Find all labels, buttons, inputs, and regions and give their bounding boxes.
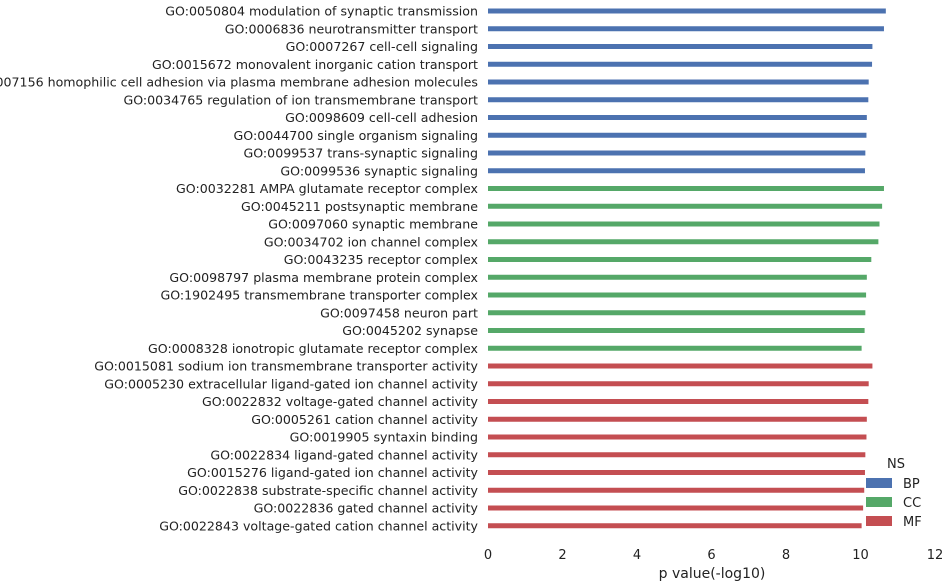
- category-label: GO:0005261 cation channel activity: [251, 412, 478, 427]
- category-label: GO:0007156 homophilic cell adhesion via …: [0, 75, 478, 90]
- x-tick-label: 0: [484, 548, 492, 563]
- legend-label-cc: CC: [903, 496, 921, 511]
- category-label: GO:0015081 sodium ion transmembrane tran…: [94, 359, 478, 374]
- x-tick-label: 2: [558, 548, 566, 563]
- x-axis-ticks: 0 2 4 6 8 10 12: [484, 548, 943, 563]
- bar-mf: [488, 399, 869, 404]
- x-tick-label: 4: [633, 548, 641, 563]
- bars-group: [488, 8, 886, 529]
- bar-mf: [488, 505, 864, 511]
- legend-swatch-bp: [866, 478, 892, 488]
- bar-cc: [488, 310, 866, 316]
- category-label: GO:0022838 substrate-specific channel ac…: [178, 483, 478, 498]
- category-labels: GO:0050804 modulation of synaptic transm…: [0, 4, 479, 534]
- category-label: GO:1902495 transmembrane transporter com…: [160, 288, 478, 303]
- category-label: GO:0034702 ion channel complex: [264, 234, 479, 249]
- x-axis-label: p value(-log10): [659, 566, 766, 582]
- bar-bp: [488, 8, 886, 14]
- category-label: GO:0097458 neuron part: [320, 305, 478, 320]
- x-tick-label: 12: [927, 548, 944, 563]
- x-tick-label: 10: [852, 548, 869, 563]
- bar-cc: [488, 203, 883, 209]
- bar-mf: [488, 452, 866, 458]
- bar-bp: [488, 132, 867, 138]
- category-label: GO:0007267 cell-cell signaling: [286, 39, 478, 54]
- bar-bp: [488, 44, 873, 49]
- category-label: GO:0098797 plasma membrane protein compl…: [169, 270, 478, 285]
- bar-mf: [488, 487, 865, 493]
- category-label: GO:0019905 syntaxin binding: [290, 430, 478, 445]
- category-label: GO:0032281 AMPA glutamate receptor compl…: [176, 181, 479, 196]
- category-label: GO:0045211 postsynaptic membrane: [241, 199, 478, 214]
- x-tick-label: 6: [707, 548, 715, 563]
- category-label: GO:0022834 ligand-gated channel activity: [210, 447, 478, 462]
- bar-bp: [488, 168, 865, 174]
- bar-bp: [488, 26, 884, 32]
- category-label: GO:0099536 synaptic signaling: [280, 163, 478, 178]
- category-label: GO:0005230 extracellular ligand-gated io…: [104, 376, 478, 391]
- category-label: GO:0050804 modulation of synaptic transm…: [165, 4, 478, 19]
- legend-label-bp: BP: [903, 477, 920, 492]
- legend-label-mf: MF: [903, 515, 922, 530]
- category-label: GO:0043235 receptor complex: [284, 252, 479, 267]
- bar-cc: [488, 257, 872, 262]
- category-label: GO:0022836 gated channel activity: [254, 501, 479, 516]
- bar-bp: [488, 150, 866, 156]
- bar-mf: [488, 470, 865, 475]
- bar-cc: [488, 274, 867, 280]
- bar-mf: [488, 434, 867, 440]
- bar-cc: [488, 186, 884, 191]
- bar-bp: [488, 115, 867, 120]
- bar-mf: [488, 381, 869, 387]
- bar-cc: [488, 328, 865, 333]
- category-label: GO:0034765 regulation of ion transmembra…: [123, 92, 478, 107]
- category-label: GO:0006836 neurotransmitter transport: [225, 21, 478, 36]
- category-label: GO:0022843 voltage-gated cation channel …: [159, 518, 478, 533]
- bar-mf: [488, 523, 862, 529]
- category-label: GO:0008328 ionotropic glutamate receptor…: [148, 341, 478, 356]
- x-tick-label: 8: [782, 548, 790, 563]
- legend: NS BP CC MF: [866, 457, 922, 530]
- category-label: GO:0044700 single organism signaling: [234, 128, 478, 143]
- legend-swatch-mf: [866, 516, 892, 526]
- legend-swatch-cc: [866, 497, 892, 507]
- bar-mf: [488, 416, 867, 422]
- bar-cc: [488, 292, 867, 298]
- bar-bp: [488, 97, 869, 103]
- bar-cc: [488, 221, 880, 227]
- category-label: GO:0045202 synapse: [342, 323, 478, 338]
- bar-cc: [488, 239, 879, 245]
- bar-cc: [488, 345, 862, 351]
- bar-mf: [488, 363, 873, 369]
- category-label: GO:0097060 synaptic membrane: [268, 217, 478, 232]
- category-label: GO:0098609 cell-cell adhesion: [285, 110, 478, 125]
- category-label: GO:0015672 monovalent inorganic cation t…: [152, 57, 478, 72]
- category-label: GO:0015276 ligand-gated ion channel acti…: [187, 465, 478, 480]
- category-label: GO:0022832 voltage-gated channel activit…: [202, 394, 479, 409]
- bar-bp: [488, 61, 873, 67]
- bar-bp: [488, 79, 869, 85]
- legend-title: NS: [887, 457, 905, 472]
- category-label: GO:0099537 trans-synaptic signaling: [243, 146, 478, 161]
